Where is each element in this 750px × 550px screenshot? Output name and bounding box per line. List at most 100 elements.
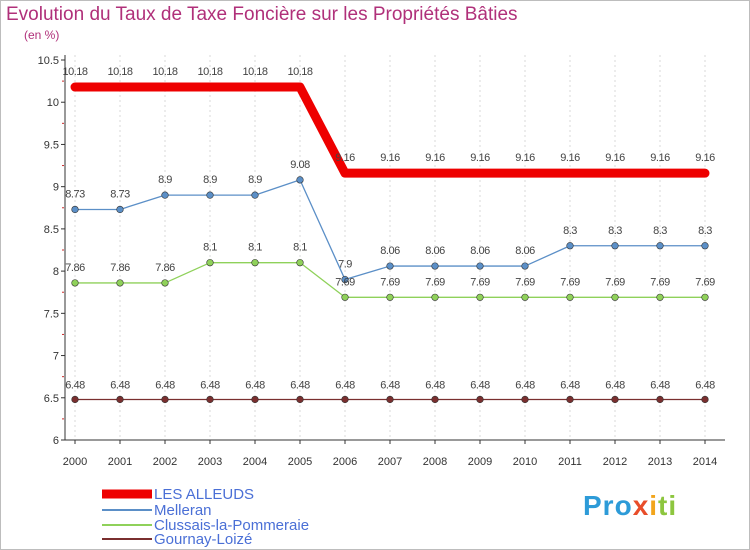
y-tick-label: 6 — [53, 435, 59, 447]
data-label: 8.1 — [203, 242, 217, 254]
data-label: 10.18 — [152, 66, 177, 78]
x-tick-label: 2002 — [153, 456, 177, 468]
data-label: 8.9 — [158, 174, 172, 186]
y-tick-label: 7 — [53, 351, 59, 363]
data-label: 8.73 — [65, 188, 85, 200]
data-label: 7.86 — [110, 262, 130, 274]
data-label: 8.1 — [248, 242, 262, 254]
data-label: 10.18 — [62, 66, 87, 78]
data-label: 9.16 — [470, 152, 490, 164]
grid-layer — [74, 55, 706, 440]
data-label-layer: 10.18 10.18 10.18 10.18 10.18 10.18 9.16 9.16 9.… — [62, 66, 715, 391]
data-point — [611, 293, 619, 301]
data-point — [206, 259, 214, 267]
y-tick-label: 6.5 — [44, 393, 59, 405]
data-point — [296, 259, 304, 267]
data-point — [701, 395, 709, 404]
data-point — [656, 242, 664, 250]
data-label: 6.48 — [245, 379, 265, 391]
data-point — [521, 262, 529, 270]
data-label: 7.86 — [155, 262, 175, 274]
data-label: 8.9 — [203, 174, 217, 186]
data-label: 8.3 — [608, 225, 622, 237]
data-label: 8.9 — [248, 174, 262, 186]
data-label: 8.06 — [470, 245, 490, 257]
data-label: 9.16 — [380, 152, 400, 164]
data-label: 7.69 — [515, 276, 535, 288]
data-label: 6.48 — [695, 379, 715, 391]
x-tick-label: 2014 — [693, 456, 717, 468]
legend-label: Clussais-la-Pommeraie — [154, 517, 309, 534]
data-point — [611, 395, 619, 404]
data-label: 6.48 — [605, 379, 625, 391]
data-label: 9.16 — [425, 152, 445, 164]
data-point — [296, 395, 304, 404]
data-point — [386, 395, 394, 404]
data-point — [251, 395, 259, 404]
data-label: 9.16 — [335, 152, 355, 164]
series-layer — [70, 82, 710, 404]
data-label: 7.69 — [425, 276, 445, 288]
data-point — [521, 293, 529, 301]
series-line-0 — [70, 82, 710, 178]
data-label: 6.48 — [290, 379, 310, 391]
data-label: 6.48 — [110, 379, 130, 391]
data-point — [71, 205, 79, 214]
data-label: 6.48 — [200, 379, 220, 391]
data-point — [476, 293, 484, 301]
legend-label: LES ALLEUDS — [154, 486, 254, 503]
data-point — [701, 293, 709, 301]
data-point — [566, 395, 574, 404]
chart-title: Evolution du Taux de Taxe Foncière sur l… — [6, 4, 518, 25]
data-label: 10.18 — [287, 66, 312, 78]
data-label: 10.18 — [107, 66, 132, 78]
data-label: 8.06 — [380, 245, 400, 257]
data-label: 8.3 — [698, 225, 712, 237]
data-point — [161, 191, 169, 199]
data-label: 8.3 — [653, 225, 667, 237]
data-label: 7.69 — [380, 276, 400, 288]
data-point — [521, 395, 529, 404]
data-label: 6.48 — [470, 379, 490, 391]
data-label: 6.48 — [65, 379, 85, 391]
data-label: 7.69 — [650, 276, 670, 288]
data-label: 9.16 — [650, 152, 670, 164]
data-point — [341, 275, 349, 284]
data-label: 7.69 — [560, 276, 580, 288]
data-point — [656, 395, 664, 404]
data-point — [116, 395, 124, 404]
x-tick-label: 2009 — [468, 456, 492, 468]
data-point — [71, 279, 79, 287]
y-tick-label: 9.5 — [44, 139, 59, 151]
data-label: 9.08 — [290, 159, 310, 171]
data-label: 9.16 — [515, 152, 535, 164]
y-tick-label: 8 — [53, 266, 59, 278]
data-label: 10.18 — [242, 66, 267, 78]
data-point — [296, 176, 304, 184]
data-label: 8.1 — [293, 242, 307, 254]
data-point — [611, 242, 619, 250]
data-point — [206, 395, 214, 404]
data-point — [251, 191, 259, 199]
data-point — [161, 279, 169, 287]
data-label: 6.48 — [380, 379, 400, 391]
data-point — [386, 262, 394, 270]
data-point — [566, 242, 574, 250]
data-point — [206, 191, 214, 199]
x-tick-label: 2004 — [243, 456, 267, 468]
x-tick-label: 2013 — [648, 456, 672, 468]
data-point — [116, 279, 124, 287]
data-label: 6.48 — [155, 379, 175, 391]
data-label: 6.48 — [335, 379, 355, 391]
data-label: 9.16 — [560, 152, 580, 164]
data-label: 10.18 — [197, 66, 222, 78]
y-tick-label: 10 — [47, 97, 59, 109]
x-tick-label: 2001 — [108, 456, 132, 468]
data-label: 7.86 — [65, 262, 85, 274]
data-point — [431, 293, 439, 301]
x-tick-label: 2007 — [378, 456, 402, 468]
data-point — [341, 395, 349, 404]
x-tick-label: 2010 — [513, 456, 537, 468]
